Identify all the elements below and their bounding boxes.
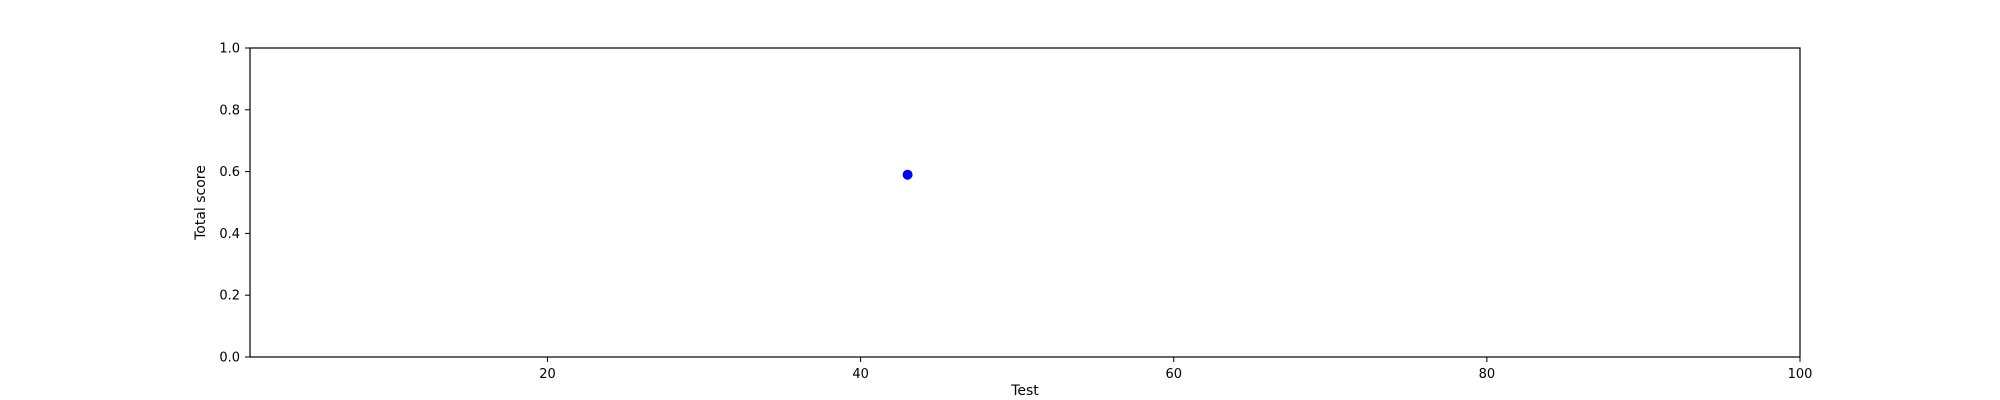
x-tick-label: 100: [1788, 367, 1813, 382]
x-tick-label: 40: [852, 367, 869, 382]
y-tick-label: 0.2: [219, 289, 240, 304]
plot-frame: [249, 47, 1801, 358]
y-axis: 0.0 0.2 0.4 0.6 0.8 1.0: [219, 42, 250, 366]
y-tick-label: 0.6: [219, 165, 240, 180]
x-axis-label: Test: [1010, 383, 1039, 399]
plot-area: [249, 47, 1801, 358]
x-tick-label: 60: [1165, 367, 1182, 382]
x-tick-label: 20: [539, 367, 556, 382]
y-tick-label: 0.8: [219, 103, 240, 118]
x-axis: 20 40 60 80 100: [539, 357, 1812, 382]
y-tick-label: 1.0: [219, 42, 240, 57]
data-point: [902, 169, 913, 180]
y-tick-label: 0.4: [219, 227, 240, 242]
data-points: [902, 169, 913, 180]
y-axis-label: Total score: [193, 165, 209, 241]
x-tick-label: 80: [1479, 367, 1496, 382]
y-tick-label: 0.0: [219, 351, 240, 366]
